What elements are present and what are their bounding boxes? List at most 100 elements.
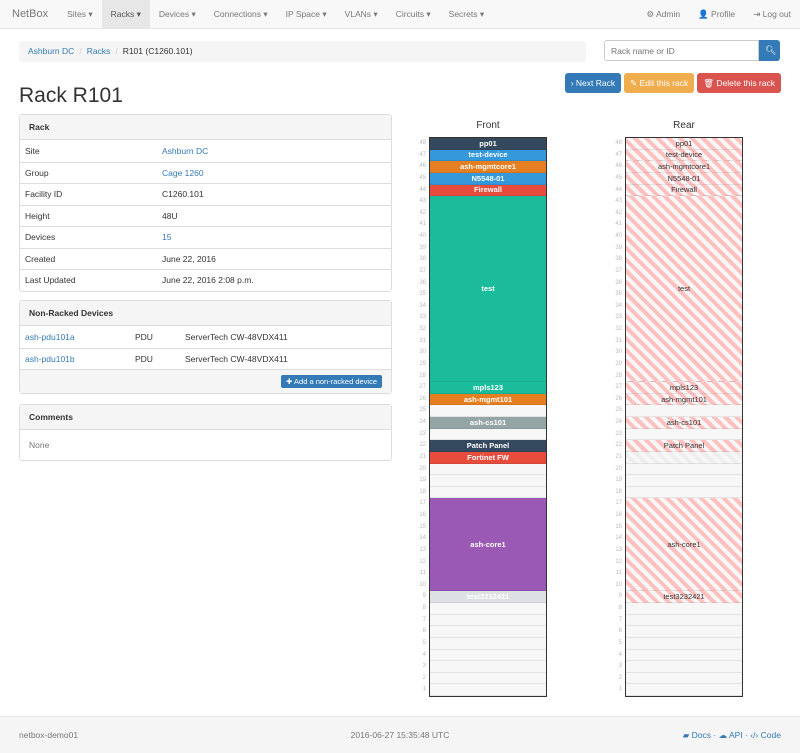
unit-number: 21 (615, 453, 622, 460)
attr-value: C1260.101 (162, 189, 204, 200)
rack-device-rear[interactable]: N5548-01 (626, 172, 742, 185)
nav-devices[interactable]: Devices ▾ (158, 8, 196, 19)
breadcrumb-racks[interactable]: Racks (86, 46, 111, 56)
rack-unit-slot[interactable] (430, 638, 546, 650)
rack-device-rear[interactable]: mpls123 (626, 382, 742, 394)
rack-search-input[interactable] (604, 40, 759, 61)
rack-unit-slot[interactable] (430, 661, 546, 673)
nav-circuits[interactable]: Circuits ▾ (395, 8, 431, 19)
search-button[interactable]: 🔍︎ (759, 40, 780, 61)
rack-device-front[interactable]: ash-cs101 (430, 417, 546, 429)
device-link[interactable]: ash-pdu101b (25, 353, 75, 364)
rack-unit-slot[interactable] (430, 673, 546, 685)
rack-device-front[interactable]: test3232421 (430, 591, 546, 603)
nav-vlans[interactable]: VLANs ▾ (344, 8, 378, 19)
rack-device-rear[interactable]: ash-mgmt101 (626, 393, 742, 406)
unit-number: 29 (615, 360, 622, 367)
next-rack-button[interactable]: › Next Rack (564, 73, 622, 93)
non-racked-row: ash-pdu101a PDU ServerTech CW-48VDX411 (20, 326, 391, 348)
rack-device-front[interactable]: ash-mgmt101 (430, 393, 546, 406)
brand-logo[interactable]: NetBox (12, 8, 49, 20)
unit-number: 15 (419, 523, 426, 530)
rack-device-front[interactable]: pp01 (430, 138, 546, 150)
rack-unit-slot[interactable] (626, 475, 742, 487)
nav-admin[interactable]: ⚙ Admin (637, 0, 689, 29)
delete-rack-button[interactable]: 🗑︎ Delete this rack (697, 73, 781, 93)
nav-profile[interactable]: 👤 Profile (689, 0, 744, 29)
rack-unit-slot[interactable] (430, 475, 546, 487)
logout-icon: ⇥ (753, 8, 763, 19)
attr-value: 48U (162, 210, 178, 221)
nav-ip-space[interactable]: IP Space ▾ (285, 8, 327, 19)
attr-value-link[interactable]: 15 (162, 232, 172, 243)
code-link[interactable]: ‹/› Code (750, 730, 781, 740)
rack-unit-slot[interactable] (430, 684, 546, 696)
rack-device-front[interactable]: Fortinet FW (430, 451, 546, 464)
device-link[interactable]: ash-pdu101a (25, 331, 75, 342)
attr-value-link[interactable]: Ashburn DC (162, 145, 209, 156)
rack-unit-slot[interactable] (626, 429, 742, 441)
rack-unit-slot[interactable] (626, 626, 742, 638)
rack-device-rear[interactable]: test3232421 (626, 591, 742, 603)
rack-unit-slot[interactable] (430, 487, 546, 499)
nav-secrets[interactable]: Secrets ▾ (448, 8, 485, 19)
nav-racks[interactable]: Racks ▾ (101, 0, 150, 29)
rack-device-rear[interactable]: test (626, 196, 742, 383)
edit-rack-button[interactable]: ✎ Edit this rack (624, 73, 695, 93)
rack-unit-slot[interactable] (430, 626, 546, 638)
rack-device-front[interactable]: ash-mgmtcore1 (430, 161, 546, 173)
unit-number: 38 (615, 256, 622, 263)
unit-number: 27 (615, 384, 622, 391)
add-non-racked-device-button[interactable]: ✚ Add a non-racked device (281, 375, 382, 388)
device-type: ServerTech CW-48VDX411 (185, 353, 288, 364)
unit-number: 11 (419, 570, 426, 577)
nav-connections[interactable]: Connections ▾ (213, 8, 268, 19)
rack-unit-slot[interactable] (626, 487, 742, 499)
rack-unit-slot[interactable] (626, 615, 742, 627)
rack-device-front[interactable]: mpls123 (430, 382, 546, 394)
unit-number: 1 (422, 686, 426, 693)
rack-unit-slot[interactable] (626, 603, 742, 615)
nav-sites[interactable]: Sites ▾ (67, 8, 93, 19)
rack-device-rear[interactable]: pp01 (626, 138, 742, 150)
rack-unit-slot[interactable] (430, 464, 546, 476)
gear-icon: ⚙ (646, 8, 656, 19)
rack-device-rear[interactable]: ash-core1 (626, 498, 742, 592)
rack-device-front[interactable]: test (430, 196, 546, 383)
nav-logout[interactable]: ⇥ Log out (744, 0, 800, 29)
rack-device-front[interactable]: Firewall (430, 184, 546, 197)
rack-device-rear[interactable]: Patch Panel (626, 440, 742, 452)
unit-number: 22 (419, 442, 426, 449)
api-link[interactable]: ☁ API (719, 730, 743, 740)
unit-number: 43 (615, 198, 622, 205)
rack-unit-slot[interactable] (626, 638, 742, 650)
breadcrumb-current: R101 (C1260.101) (122, 46, 193, 56)
rack-unit-slot[interactable] (430, 603, 546, 615)
rack-unit-slot[interactable] (430, 405, 546, 417)
rack-device-front[interactable]: test-device (430, 149, 546, 162)
footer-timestamp: 2016-06-27 15:35:48 UTC (350, 730, 450, 740)
rack-device-rear[interactable] (626, 451, 742, 464)
rack-device-front[interactable]: N5548-01 (430, 172, 546, 185)
breadcrumb-site[interactable]: Ashburn DC (28, 46, 75, 56)
rack-unit-slot[interactable] (626, 661, 742, 673)
docs-link[interactable]: ▰ Docs (683, 730, 711, 740)
rack-unit-slot[interactable] (626, 673, 742, 685)
unit-number: 29 (419, 360, 426, 367)
rack-unit-slot[interactable] (430, 650, 546, 662)
rack-device-rear[interactable]: ash-cs101 (626, 417, 742, 429)
rack-device-front[interactable]: ash-core1 (430, 498, 546, 592)
rack-unit-slot[interactable] (626, 405, 742, 417)
rack-device-rear[interactable]: ash-mgmtcore1 (626, 161, 742, 173)
attr-value-link[interactable]: Cage 1260 (162, 167, 204, 178)
unit-number: 3 (618, 663, 622, 670)
unit-number: 8 (618, 605, 622, 611)
rack-unit-slot[interactable] (626, 464, 742, 476)
rack-device-front[interactable]: Patch Panel (430, 440, 546, 452)
rack-device-rear[interactable]: Firewall (626, 184, 742, 197)
rack-unit-slot[interactable] (430, 615, 546, 627)
rack-unit-slot[interactable] (430, 429, 546, 441)
rack-unit-slot[interactable] (626, 684, 742, 696)
rack-device-rear[interactable]: test-device (626, 149, 742, 162)
rack-unit-slot[interactable] (626, 650, 742, 662)
